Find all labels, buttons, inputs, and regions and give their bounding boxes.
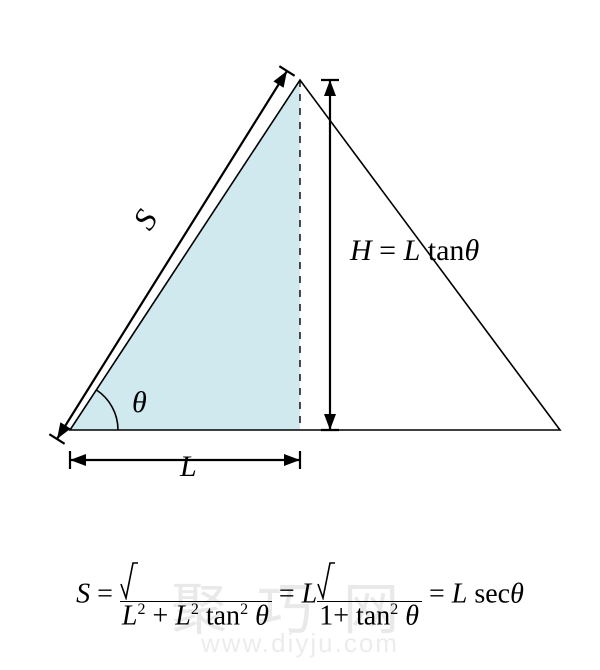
- svg-text:S: S: [125, 203, 164, 236]
- radicand-1: L2 + L2 tan2 θ: [120, 601, 272, 630]
- figure-stage: 聚巧网 www.diyju.com SθLH = L tanθ S = L2 +…: [0, 0, 600, 670]
- svg-text:θ: θ: [132, 386, 147, 419]
- sqrt-term1: L2 + L2 tan2 θ: [120, 560, 272, 632]
- sqrt-term2: 1+ tan2 θ: [317, 560, 422, 632]
- formula-equation: S = L2 + L2 tan2 θ = L 1+ tan2 θ = L sec…: [0, 560, 600, 632]
- svg-text:L: L: [179, 450, 197, 483]
- term2-coef: L: [302, 578, 318, 609]
- formula-eq3: =: [422, 578, 452, 609]
- formula-lhs: S: [76, 578, 90, 609]
- formula-eq2: =: [272, 578, 302, 609]
- radicand-2: 1+ tan2 θ: [317, 601, 422, 630]
- term3-coef: L: [452, 578, 468, 609]
- term3-fn: sec: [467, 578, 510, 609]
- formula-eq1: =: [90, 578, 120, 609]
- svg-text:H = L tanθ: H = L tanθ: [349, 234, 479, 267]
- triangle-diagram: SθL H = L tanθ: [0, 0, 600, 500]
- term3-arg: θ: [510, 578, 524, 609]
- watermark-url: www.diyju.com: [201, 628, 399, 659]
